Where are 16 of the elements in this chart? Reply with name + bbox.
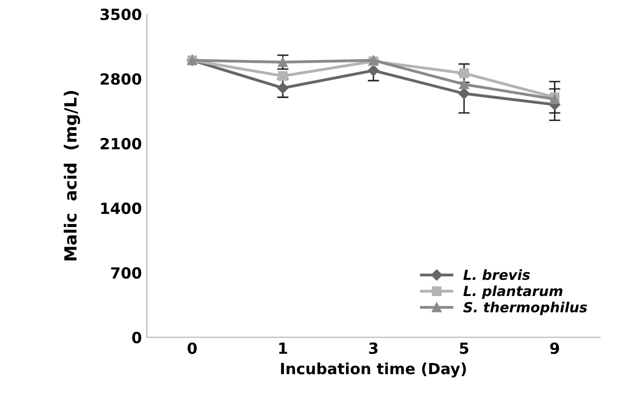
y-tick-label: 2800 <box>100 73 142 85</box>
legend-label: L. plantarum <box>463 285 562 299</box>
y-tick-label: 1400 <box>101 202 142 214</box>
y-tick-label: 3500 <box>100 8 142 20</box>
y-axis-title: Malic acid (mg/L) <box>64 90 80 260</box>
legend-label: L. brevis <box>463 269 530 280</box>
y-tick-label: 700 <box>111 267 142 279</box>
y-tick-label: 2100 <box>100 138 142 150</box>
legend-label: S. thermophilus <box>463 302 588 316</box>
x-tick-label: 3 <box>369 342 378 354</box>
x-axis-title: Incubation time (Day) <box>281 362 466 378</box>
y-tick-label: 0 <box>132 332 142 344</box>
x-tick-label: 0 <box>188 342 197 354</box>
x-tick-label: 1 <box>279 342 288 354</box>
x-tick-label: 9 <box>550 342 560 354</box>
x-tick-label: 5 <box>460 342 468 354</box>
